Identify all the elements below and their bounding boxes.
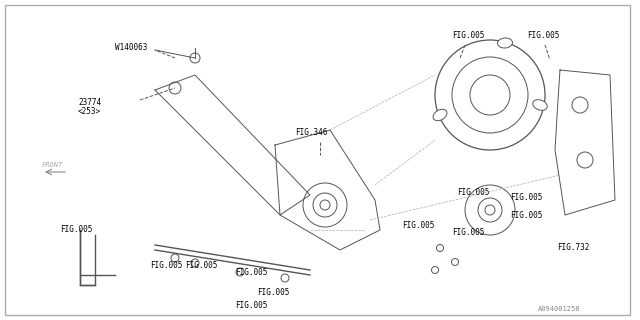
Text: FIG.005: FIG.005 [510, 193, 542, 202]
Text: FIG.005: FIG.005 [402, 221, 435, 230]
Circle shape [236, 268, 244, 276]
Circle shape [577, 152, 593, 168]
Circle shape [452, 57, 528, 133]
Text: FIG.005: FIG.005 [235, 268, 268, 277]
Circle shape [485, 205, 495, 215]
Circle shape [191, 259, 199, 267]
Text: FIG.005: FIG.005 [60, 226, 92, 235]
Circle shape [451, 259, 458, 266]
Text: A094001258: A094001258 [538, 306, 580, 312]
Circle shape [431, 267, 438, 274]
Circle shape [313, 193, 337, 217]
Text: FIG.005: FIG.005 [185, 261, 218, 270]
Ellipse shape [497, 38, 513, 48]
Circle shape [303, 183, 347, 227]
Text: FIG.005: FIG.005 [257, 288, 289, 297]
Circle shape [572, 97, 588, 113]
Text: FIG.005: FIG.005 [457, 188, 490, 197]
Text: 23774: 23774 [78, 98, 101, 107]
Text: FIG.005: FIG.005 [510, 211, 542, 220]
Text: <253>: <253> [78, 107, 101, 116]
Circle shape [169, 82, 181, 94]
Text: FIG.005: FIG.005 [452, 31, 484, 40]
Circle shape [171, 254, 179, 262]
Circle shape [470, 75, 510, 115]
Circle shape [320, 200, 330, 210]
Text: FIG.005: FIG.005 [527, 31, 559, 40]
Text: W140063: W140063 [115, 43, 147, 52]
Circle shape [190, 53, 200, 63]
Circle shape [435, 40, 545, 150]
Text: FIG.732: FIG.732 [557, 243, 589, 252]
Circle shape [478, 198, 502, 222]
Text: FIG.346: FIG.346 [295, 128, 328, 137]
Text: FRONT: FRONT [42, 162, 63, 168]
Text: FIG.005: FIG.005 [235, 301, 268, 310]
Text: FIG.005: FIG.005 [452, 228, 484, 237]
Circle shape [436, 244, 444, 252]
Ellipse shape [532, 100, 547, 110]
Circle shape [465, 185, 515, 235]
Circle shape [281, 274, 289, 282]
Ellipse shape [433, 109, 447, 121]
Text: FIG.005: FIG.005 [150, 261, 182, 270]
